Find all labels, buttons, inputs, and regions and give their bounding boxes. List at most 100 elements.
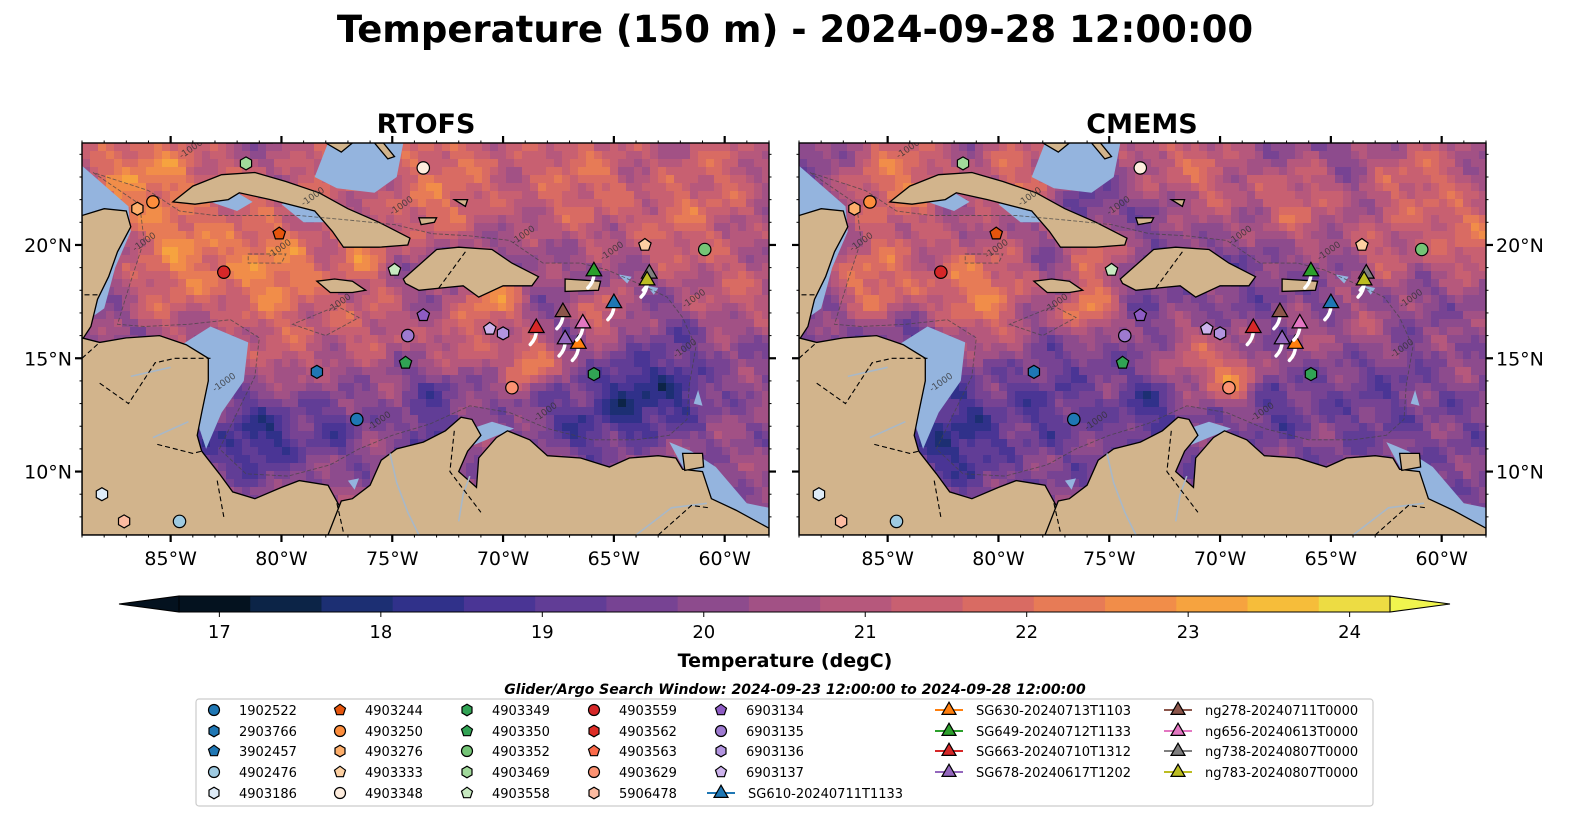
colorbar-label: Temperature (degC) [678, 650, 893, 672]
legend-marker-4903348 [333, 786, 347, 800]
float-4903349 [587, 366, 601, 382]
colorbar-over-arrow [1389, 595, 1451, 613]
shallow-shelf [647, 285, 659, 295]
float-4903348 [416, 161, 431, 175]
legend-item: 4903186 [208, 786, 297, 802]
legend-item: SG610-20240711T1133 [707, 783, 903, 802]
legend-marker-2903766 [208, 724, 220, 738]
colorbar-segment [321, 596, 394, 612]
glider-ng278-20240711T0000 [554, 301, 572, 318]
legend-label: 4903348 [365, 787, 423, 802]
land-bahamas1 [324, 143, 354, 153]
glider-SG610-20240711T1133 [1322, 292, 1340, 309]
land-bahamas3 [418, 217, 438, 226]
lon-tick-label: 60°W [1415, 548, 1468, 570]
float-6903136 [496, 326, 510, 341]
river [635, 502, 708, 535]
border-line [1374, 504, 1427, 535]
legend-item: ng278-20240711T0000 [1164, 700, 1358, 719]
lat-tick-label: 20°N [1496, 235, 1544, 257]
glider-SG630-20240713T1103 [569, 333, 588, 349]
legend-label: SG678-20240617T1202 [976, 766, 1131, 781]
river [389, 453, 420, 535]
legend-label: 4903244 [365, 704, 423, 719]
legend-item: SG630-20240713T1103 [935, 700, 1131, 719]
legend-item: 4903349 [461, 703, 550, 719]
legend-item: 4903559 [587, 703, 677, 719]
land-bahamas2 [373, 143, 396, 160]
float-4903186 [812, 487, 826, 502]
map-panel-rtofs: -1000-1000-1000-1000-1000-1000-1000-1000… [24, 136, 776, 570]
float-1902522 [1067, 412, 1081, 427]
legend-marker-4903559 [587, 703, 601, 717]
border-line [336, 503, 345, 533]
river [457, 475, 471, 522]
legend-item: 6903134 [714, 703, 804, 719]
land-central [82, 334, 340, 535]
lon-tick-label: 85°W [861, 548, 914, 570]
lon-tick-label: 75°W [366, 548, 419, 570]
colorbar-segment [606, 596, 679, 612]
isobath-1000 [809, 172, 1414, 477]
land-bahamas2 [1090, 143, 1113, 160]
lat-tick-label: 10°N [24, 462, 72, 484]
land-cuba [171, 171, 411, 248]
land-trinidad [1398, 452, 1422, 472]
float-2903766 [1027, 364, 1041, 380]
lon-tick-label: 85°W [144, 548, 197, 570]
legend-marker-4903562 [588, 724, 600, 738]
land-hispaniola [402, 246, 540, 298]
map-panel-cmems: -1000-1000-1000-1000-1000-1000-1000-1000… [792, 136, 1544, 570]
colorbar-tick-label: 22 [1015, 622, 1038, 643]
land-puertoRico [564, 278, 602, 293]
glider-ng783-20240807T0000 [1355, 270, 1373, 286]
legend-item: ng656-20240613T0000 [1164, 721, 1358, 740]
legend-marker-4903352 [460, 744, 474, 758]
land-bahamas4 [451, 198, 469, 208]
river [130, 366, 171, 378]
float-4903186 [95, 487, 109, 502]
lon-tick-label: 60°W [698, 548, 751, 570]
float-4902476 [172, 514, 187, 529]
border-line [799, 341, 818, 359]
border-line [933, 480, 942, 517]
legend-label: 4903349 [492, 704, 550, 719]
lon-tick-label: 65°W [1305, 548, 1358, 570]
legend-label: 4903469 [492, 766, 550, 781]
land-southAm [327, 416, 769, 535]
river [847, 366, 888, 378]
colorbar-segment [891, 596, 964, 612]
isobath-1000 [964, 253, 1004, 264]
legend-item: 6903137 [714, 765, 804, 781]
glider-SG649-20240712T1133 [585, 261, 603, 277]
legend-marker-3902457 [207, 744, 221, 757]
colorbar-tick-label: 21 [854, 622, 877, 643]
legend-marker-4903186 [208, 786, 220, 800]
legend-marker-ng278-20240711T0000 [1169, 700, 1187, 716]
legend-marker-4902476 [207, 765, 221, 779]
legend-item: 4903629 [587, 765, 677, 781]
lon-tick-label: 80°W [972, 548, 1025, 570]
shallow-shelf [1064, 478, 1076, 490]
float-6903134 [416, 307, 431, 322]
legend-label: 4903350 [492, 725, 550, 740]
legend-box [195, 698, 1374, 807]
legend-item: 2903766 [208, 724, 297, 740]
float-4903350 [398, 355, 413, 369]
legend-item: ng738-20240807T0000 [1164, 741, 1358, 760]
isobath-1000 [247, 253, 287, 264]
colorbar-segment [535, 596, 607, 612]
float-4903352 [1414, 242, 1429, 257]
legend-marker-4903563 [587, 744, 601, 757]
legend-item: 4903276 [334, 744, 423, 760]
colorbar-tick-label: 17 [208, 622, 231, 643]
float-2903766 [310, 364, 324, 380]
legend-marker-6903137 [714, 765, 728, 778]
legend-label: SG630-20240713T1103 [976, 704, 1131, 719]
land-cuba [888, 171, 1128, 248]
glider-SG663-20240710T1312 [1244, 317, 1263, 334]
float-5906478 [834, 514, 848, 529]
map-frame [798, 142, 1487, 536]
land-jamaica [315, 278, 368, 294]
